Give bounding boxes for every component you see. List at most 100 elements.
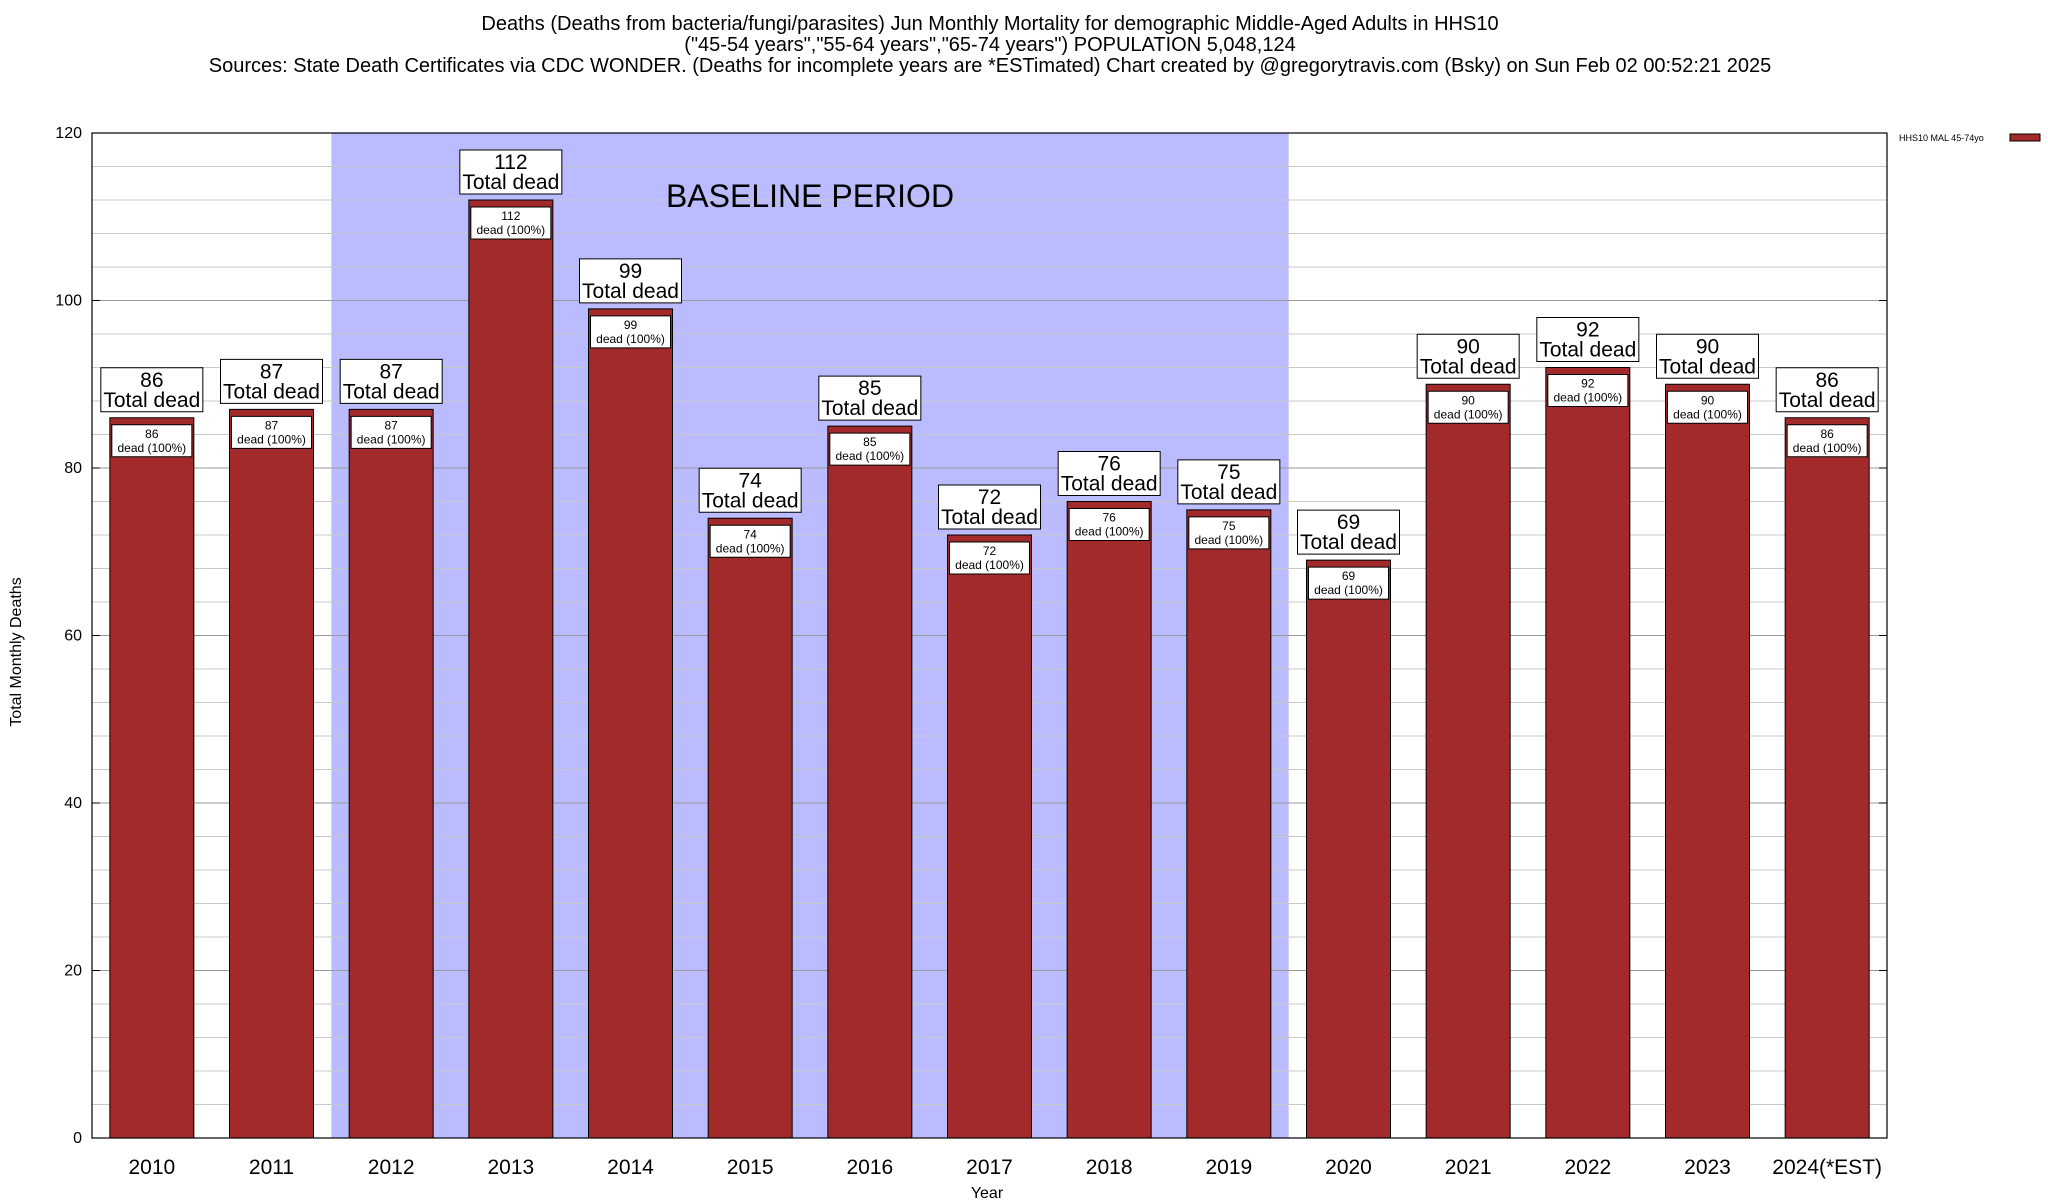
x-tick-label: 2019 <box>1205 1156 1252 1179</box>
inner-label-box <box>350 415 432 449</box>
inner-value-label: 92 <box>1581 377 1595 391</box>
x-tick-label: 2021 <box>1445 1156 1492 1179</box>
total-dead-label: Total dead <box>103 389 200 412</box>
plot-frame <box>91 132 1888 1139</box>
x-tick-label: 2020 <box>1325 1156 1372 1179</box>
x-tick-label: 2011 <box>249 1156 294 1179</box>
inner-label-box <box>709 524 791 558</box>
inner-percent-label: dead (100%) <box>1673 407 1742 421</box>
total-dead-label: Total dead <box>821 397 918 420</box>
inner-value-label: 99 <box>624 318 638 332</box>
total-dead-label: Total dead <box>1659 355 1756 378</box>
inner-value-label: 69 <box>1342 569 1356 583</box>
total-label-box <box>339 358 443 404</box>
inner-label-box <box>111 424 193 458</box>
y-tick-label: 0 <box>73 1130 82 1147</box>
x-tick-label: 2015 <box>727 1156 774 1179</box>
inner-label-box <box>1667 390 1748 424</box>
total-label-box <box>579 258 682 304</box>
x-tick-label: 2023 <box>1684 1156 1731 1179</box>
total-value-label: 90 <box>1696 335 1719 358</box>
inner-label-box <box>590 315 671 349</box>
x-tick-label: 2022 <box>1564 1156 1611 1179</box>
inner-label-box <box>1188 516 1270 550</box>
x-tick-label: 2017 <box>966 1156 1013 1179</box>
total-dead-label: Total dead <box>223 380 320 403</box>
total-dead-label: Total dead <box>702 489 799 512</box>
inner-value-label: 72 <box>983 544 997 558</box>
inner-value-label: 90 <box>1461 393 1475 407</box>
x-tick-label: 2016 <box>846 1156 893 1179</box>
inner-percent-label: dead (100%) <box>476 223 545 237</box>
inner-percent-label: dead (100%) <box>1434 407 1503 421</box>
inner-percent-label: dead (100%) <box>1194 533 1263 547</box>
total-label-box <box>818 375 922 421</box>
total-dead-label: Total dead <box>343 380 440 403</box>
inner-label-box <box>470 206 552 240</box>
total-dead-label: Total dead <box>1779 389 1876 412</box>
inner-label-box <box>949 541 1030 575</box>
legend-label: HHS10 MAL 45-74yo <box>1899 133 1984 143</box>
total-dead-label: Total dead <box>1180 481 1277 504</box>
bar-2020 <box>1306 559 1391 1139</box>
total-label-box <box>1177 459 1281 505</box>
y-tick-label: 80 <box>64 460 82 477</box>
bar-2018 <box>1066 501 1152 1139</box>
inner-label-box <box>1427 390 1509 424</box>
total-dead-label: Total dead <box>1420 355 1517 378</box>
baseline-period-label: BASELINE PERIOD <box>666 178 954 214</box>
inner-value-label: 74 <box>743 527 757 541</box>
chart-source-line: Sources: State Death Certificates via CD… <box>209 55 1771 77</box>
bar-2013 <box>468 199 554 1139</box>
inner-value-label: 76 <box>1102 511 1116 525</box>
bar-2011 <box>229 408 314 1139</box>
inner-percent-label: dead (100%) <box>117 441 186 455</box>
inner-percent-label: dead (100%) <box>1793 441 1862 455</box>
total-value-label: 69 <box>1337 511 1360 534</box>
total-value-label: 92 <box>1576 319 1599 342</box>
bars <box>109 199 1870 1139</box>
total-dead-label: Total dead <box>1539 339 1636 362</box>
legend-swatch <box>2009 133 2041 142</box>
bar-2019 <box>1186 509 1272 1139</box>
inner-percent-label: dead (100%) <box>955 558 1024 572</box>
inner-label-box <box>1068 508 1150 541</box>
y-tick-label: 20 <box>64 963 82 980</box>
chart-subtitle: ("45-54 years","55-64 years","65-74 year… <box>684 34 1295 56</box>
total-label-box <box>1775 367 1879 413</box>
y-axis-title: Total Monthly Deaths <box>8 577 25 726</box>
total-label-box <box>1416 333 1520 379</box>
inner-value-label: 75 <box>1222 519 1236 533</box>
total-dead-label: Total dead <box>941 506 1038 529</box>
y-tick-label: 120 <box>55 125 82 142</box>
inner-percent-label: dead (100%) <box>1075 525 1144 539</box>
inner-value-label: 85 <box>863 435 877 449</box>
total-label-box <box>100 367 204 413</box>
bar-2022 <box>1545 367 1631 1139</box>
total-value-label: 85 <box>858 377 881 400</box>
x-tick-label: 2024(*EST) <box>1772 1156 1882 1179</box>
inner-label-box <box>231 415 312 449</box>
bar-2024(*EST) <box>1784 417 1870 1139</box>
inner-value-label: 86 <box>145 427 159 441</box>
x-tick-label: 2014 <box>607 1156 654 1179</box>
bar-2023 <box>1665 383 1750 1139</box>
x-tick-label: 2013 <box>487 1156 534 1179</box>
inner-percent-label: dead (100%) <box>1553 391 1622 405</box>
bar-2016 <box>827 425 913 1139</box>
inner-label-box <box>1308 566 1389 600</box>
inner-percent-label: dead (100%) <box>237 432 306 446</box>
inner-value-label: 86 <box>1820 427 1834 441</box>
chart-title: Deaths (Deaths from bacteria/fungi/paras… <box>481 13 1498 35</box>
inner-label-box <box>829 432 911 466</box>
inner-value-label: 87 <box>265 418 279 432</box>
inner-value-label: 112 <box>501 209 520 223</box>
total-dead-label: Total dead <box>1300 531 1397 554</box>
total-label-box <box>698 467 802 513</box>
total-dead-label: Total dead <box>582 280 679 303</box>
total-value-label: 86 <box>1815 369 1838 392</box>
inner-value-label: 90 <box>1701 393 1715 407</box>
x-axis-title: Year <box>971 1185 1004 1200</box>
